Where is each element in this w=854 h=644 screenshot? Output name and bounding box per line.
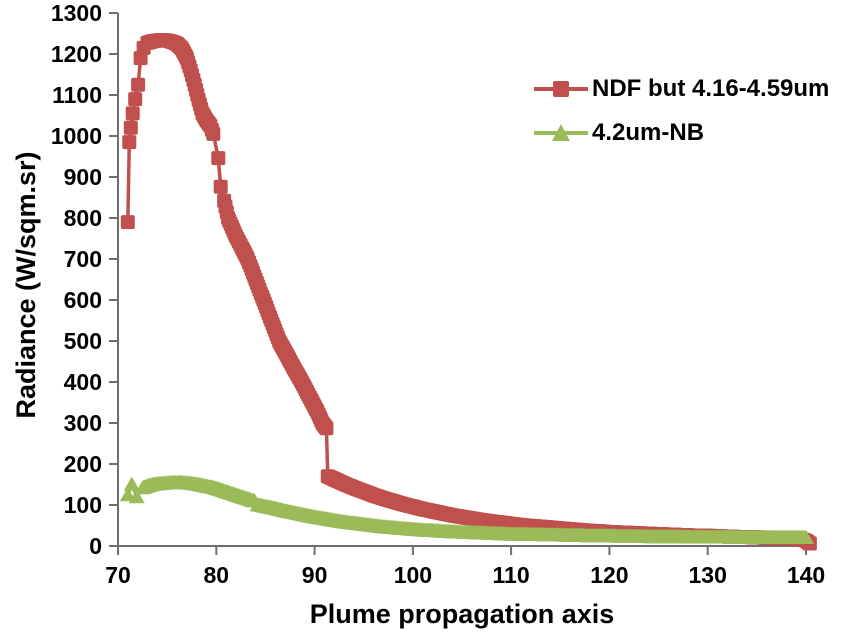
svg-text:80: 80 bbox=[204, 562, 230, 588]
svg-text:900: 900 bbox=[64, 164, 102, 190]
y-axis-title: Radiance (W/sqm.sr) bbox=[11, 151, 41, 419]
svg-text:200: 200 bbox=[64, 451, 102, 477]
svg-text:600: 600 bbox=[64, 287, 102, 313]
legend-item-nb: 4.2um-NB bbox=[533, 116, 829, 150]
svg-text:70: 70 bbox=[105, 562, 131, 588]
x-axis-title: Plume propagation axis bbox=[309, 599, 615, 629]
svg-text:140: 140 bbox=[787, 562, 825, 588]
legend-label: 4.2um-NB bbox=[592, 119, 705, 146]
svg-text:300: 300 bbox=[64, 410, 102, 436]
legend-item-ndf: NDF but 4.16-4.59um bbox=[533, 72, 829, 106]
tick-labels: 0 100 200 300 400 500 600 700 800 900 1000 1100 1200… bbox=[51, 0, 825, 588]
svg-text:110: 110 bbox=[493, 562, 530, 588]
legend: NDF but 4.16-4.59um 4.2um-NB bbox=[533, 72, 829, 150]
svg-text:1100: 1100 bbox=[52, 82, 102, 108]
series-0-markers bbox=[120, 33, 817, 551]
svg-text:800: 800 bbox=[64, 205, 102, 231]
svg-text:100: 100 bbox=[394, 562, 432, 588]
svg-text:1300: 1300 bbox=[51, 0, 102, 26]
svg-text:1200: 1200 bbox=[51, 41, 102, 67]
svg-text:500: 500 bbox=[64, 328, 102, 354]
svg-text:1000: 1000 bbox=[51, 123, 102, 149]
svg-text:120: 120 bbox=[590, 562, 628, 588]
legend-marker-triangle-icon bbox=[534, 124, 588, 141]
legend-marker-square-icon bbox=[534, 81, 588, 97]
svg-text:130: 130 bbox=[689, 562, 727, 588]
svg-text:90: 90 bbox=[302, 562, 328, 588]
svg-text:700: 700 bbox=[64, 246, 102, 272]
legend-label: NDF but 4.16-4.59um bbox=[592, 75, 830, 102]
svg-text:0: 0 bbox=[89, 533, 102, 559]
svg-text:100: 100 bbox=[64, 492, 102, 518]
axes bbox=[109, 12, 812, 555]
series-1-markers bbox=[119, 474, 814, 544]
svg-text:400: 400 bbox=[64, 369, 102, 395]
